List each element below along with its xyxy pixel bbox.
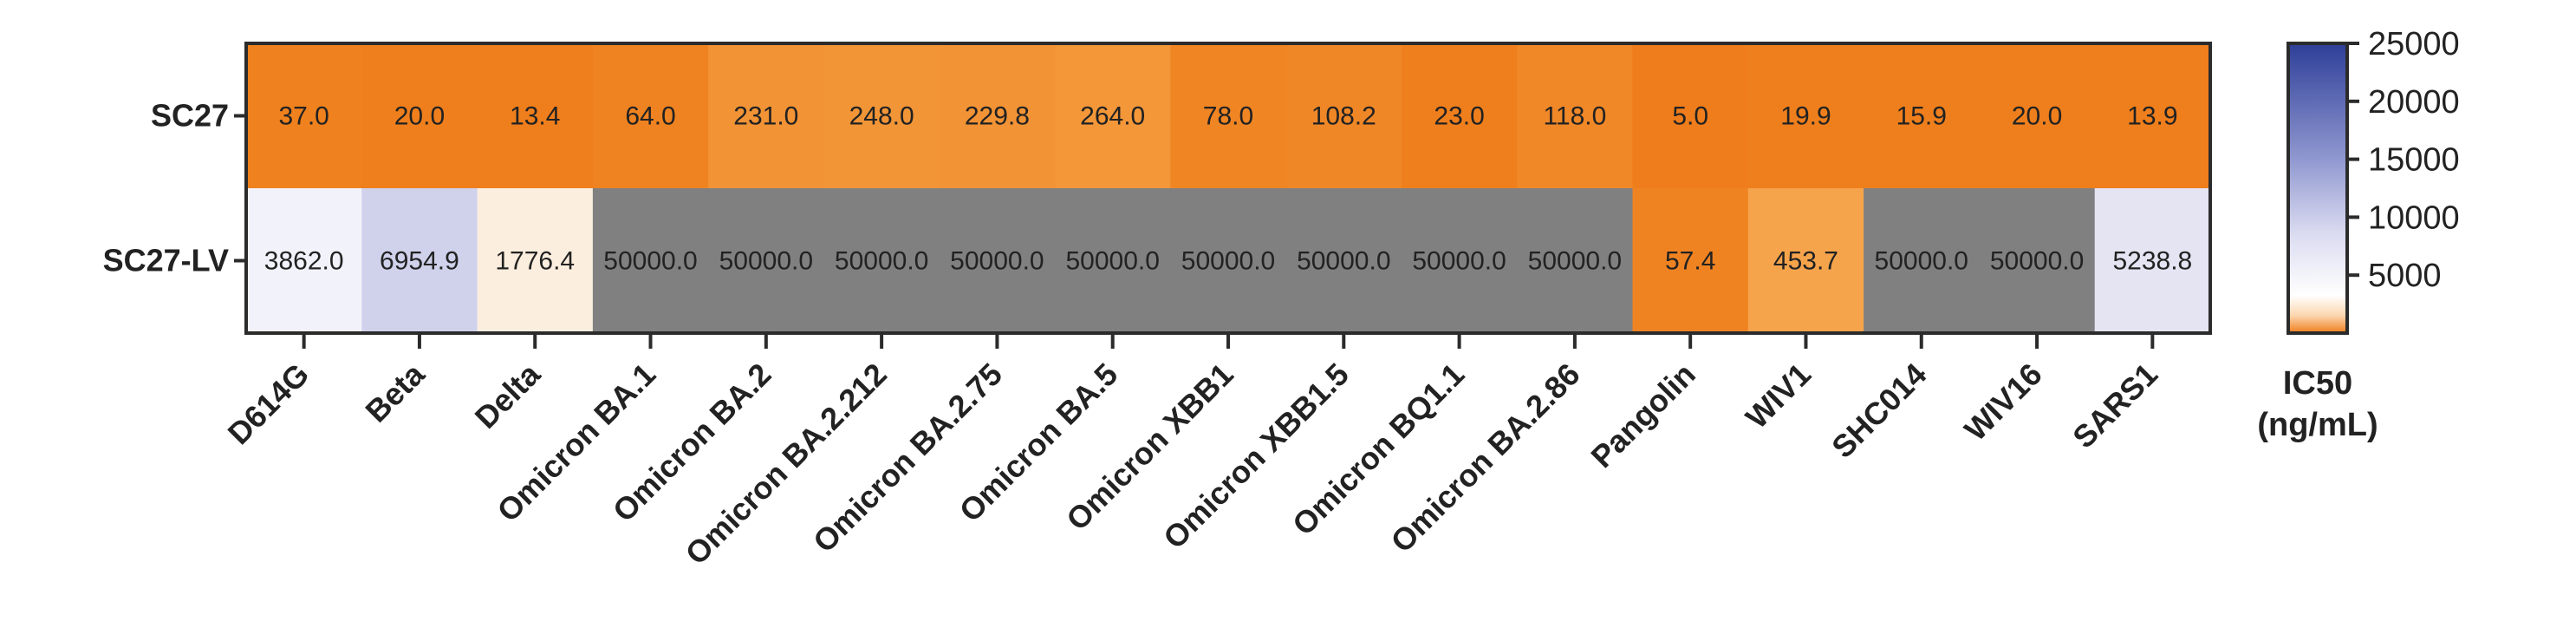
heatmap-cell (1864, 188, 1981, 334)
colorbar-tick-label: 20000 (2368, 84, 2460, 121)
cell-value-label: 20.0 (2012, 102, 2062, 131)
cell-value-label: 50000.0 (1990, 247, 2084, 276)
heatmap-cell (1979, 188, 2096, 334)
heatmap-cell (1055, 188, 1171, 334)
heatmap-cell (1055, 43, 1171, 189)
column-label: Omicron BA.2.86 (1383, 357, 1586, 559)
heatmap-cell (2094, 43, 2211, 189)
heatmap-cell (1747, 188, 1864, 334)
row-label: SC27-LV (103, 243, 229, 278)
heatmap-cells: 37.0 20.0 13.4 64.0 231.0 248.0 229.8 264.0 78.0… (246, 43, 2211, 334)
heatmap-cell (592, 188, 709, 334)
cell-value-label: 20.0 (394, 102, 445, 131)
cell-value-label: 1776.4 (495, 247, 575, 276)
cell-value-label: 78.0 (1203, 102, 1253, 131)
heatmap-cell (361, 188, 478, 334)
heatmap-cell (1632, 188, 1749, 334)
heatmap-cell (939, 43, 1056, 189)
heatmap-cell (1517, 188, 1634, 334)
heatmap-cell (708, 188, 825, 334)
colorbar-title-line2: (ng/mL) (2257, 407, 2378, 443)
cell-value-label: 15.9 (1896, 102, 1947, 131)
heatmap-cell (477, 43, 594, 189)
cell-value-label: 3862.0 (264, 247, 344, 276)
cell-value-label: 50000.0 (1412, 247, 1506, 276)
heatmap-cell (1170, 188, 1287, 334)
heatmap-cell (1517, 43, 1634, 189)
cell-value-label: 50000.0 (1297, 247, 1390, 276)
cell-value-label: 248.0 (849, 102, 914, 131)
heatmap-cell (823, 188, 940, 334)
cell-value-label: 50000.0 (1528, 247, 1622, 276)
column-label: SARS1 (2065, 357, 2164, 455)
column-label: Omicron BA.2.75 (806, 357, 1009, 559)
cell-value-label: 19.9 (1780, 102, 1831, 131)
column-label: Beta (358, 356, 432, 429)
heatmap-cell (1401, 43, 1518, 189)
heatmap-cell (246, 188, 362, 334)
column-label: D614G (221, 357, 316, 452)
heatmap-cell (1747, 43, 1864, 189)
colorbar: 5000 10000 15000 20000 25000 IC50 (ng/mL) (2257, 26, 2459, 443)
column-label: Pangolin (1584, 357, 1701, 474)
colorbar-tick-label: 10000 (2368, 200, 2460, 236)
cell-value-label: 264.0 (1080, 102, 1145, 131)
column-label: WIV16 (1957, 357, 2048, 448)
heatmap-cell (1170, 43, 1287, 189)
cell-value-label: 6954.9 (380, 247, 459, 276)
heatmap-cell (361, 43, 478, 189)
cell-value-label: 453.7 (1773, 247, 1838, 276)
heatmap-cell (477, 188, 594, 334)
cell-value-label: 23.0 (1434, 102, 1484, 131)
cell-value-label: 5.0 (1672, 102, 1708, 131)
cell-value-label: 37.0 (278, 102, 329, 131)
heatmap-frame (244, 42, 2212, 335)
colorbar-title-line1: IC50 (2283, 365, 2352, 402)
column-label: Delta (468, 356, 548, 435)
cell-value-label: 50000.0 (603, 247, 697, 276)
heatmap-cell (823, 43, 940, 189)
heatmap-cell (1285, 43, 1402, 189)
heatmap-cell (1864, 43, 1981, 189)
cell-value-label: 57.4 (1665, 247, 1715, 276)
colorbar-tick-label: 5000 (2368, 258, 2442, 294)
heatmap-cell (708, 43, 825, 189)
row-labels: SC27 SC27-LV (103, 98, 246, 278)
column-label: Omicron BA.2.212 (678, 357, 893, 572)
colorbar-tick-label: 25000 (2368, 26, 2460, 62)
row-label: SC27 (151, 98, 229, 134)
colorbar-gradient (2287, 42, 2349, 335)
cell-value-label: 108.2 (1311, 102, 1376, 131)
heatmap-cell (1401, 188, 1518, 334)
cell-value-label: 229.8 (965, 102, 1030, 131)
column-label: WIV1 (1739, 357, 1818, 435)
heatmap-cell (246, 43, 362, 189)
column-label: SHC014 (1825, 357, 1933, 465)
cell-value-label: 5238.8 (2112, 247, 2192, 276)
cell-value-label: 50000.0 (1181, 247, 1275, 276)
cell-value-label: 50000.0 (1065, 247, 1159, 276)
colorbar-tick-label: 15000 (2368, 142, 2460, 179)
cell-value-label: 50000.0 (719, 247, 813, 276)
heatmap-cell (1285, 188, 1402, 334)
cell-value-label: 13.4 (510, 102, 560, 131)
cell-value-label: 50000.0 (1875, 247, 1968, 276)
cell-value-label: 231.0 (733, 102, 798, 131)
cell-value-label: 50000.0 (950, 247, 1044, 276)
cell-value-label: 50000.0 (835, 247, 928, 276)
heatmap-cell (939, 188, 1056, 334)
heatmap-cell (592, 43, 709, 189)
heatmap-cell (1632, 43, 1749, 189)
cell-value-label: 118.0 (1543, 102, 1606, 131)
heatmap-cell (2094, 188, 2211, 334)
cell-value-label: 13.9 (2127, 102, 2177, 131)
cell-value-label: 64.0 (625, 102, 675, 131)
heatmap-cell (1979, 43, 2096, 189)
